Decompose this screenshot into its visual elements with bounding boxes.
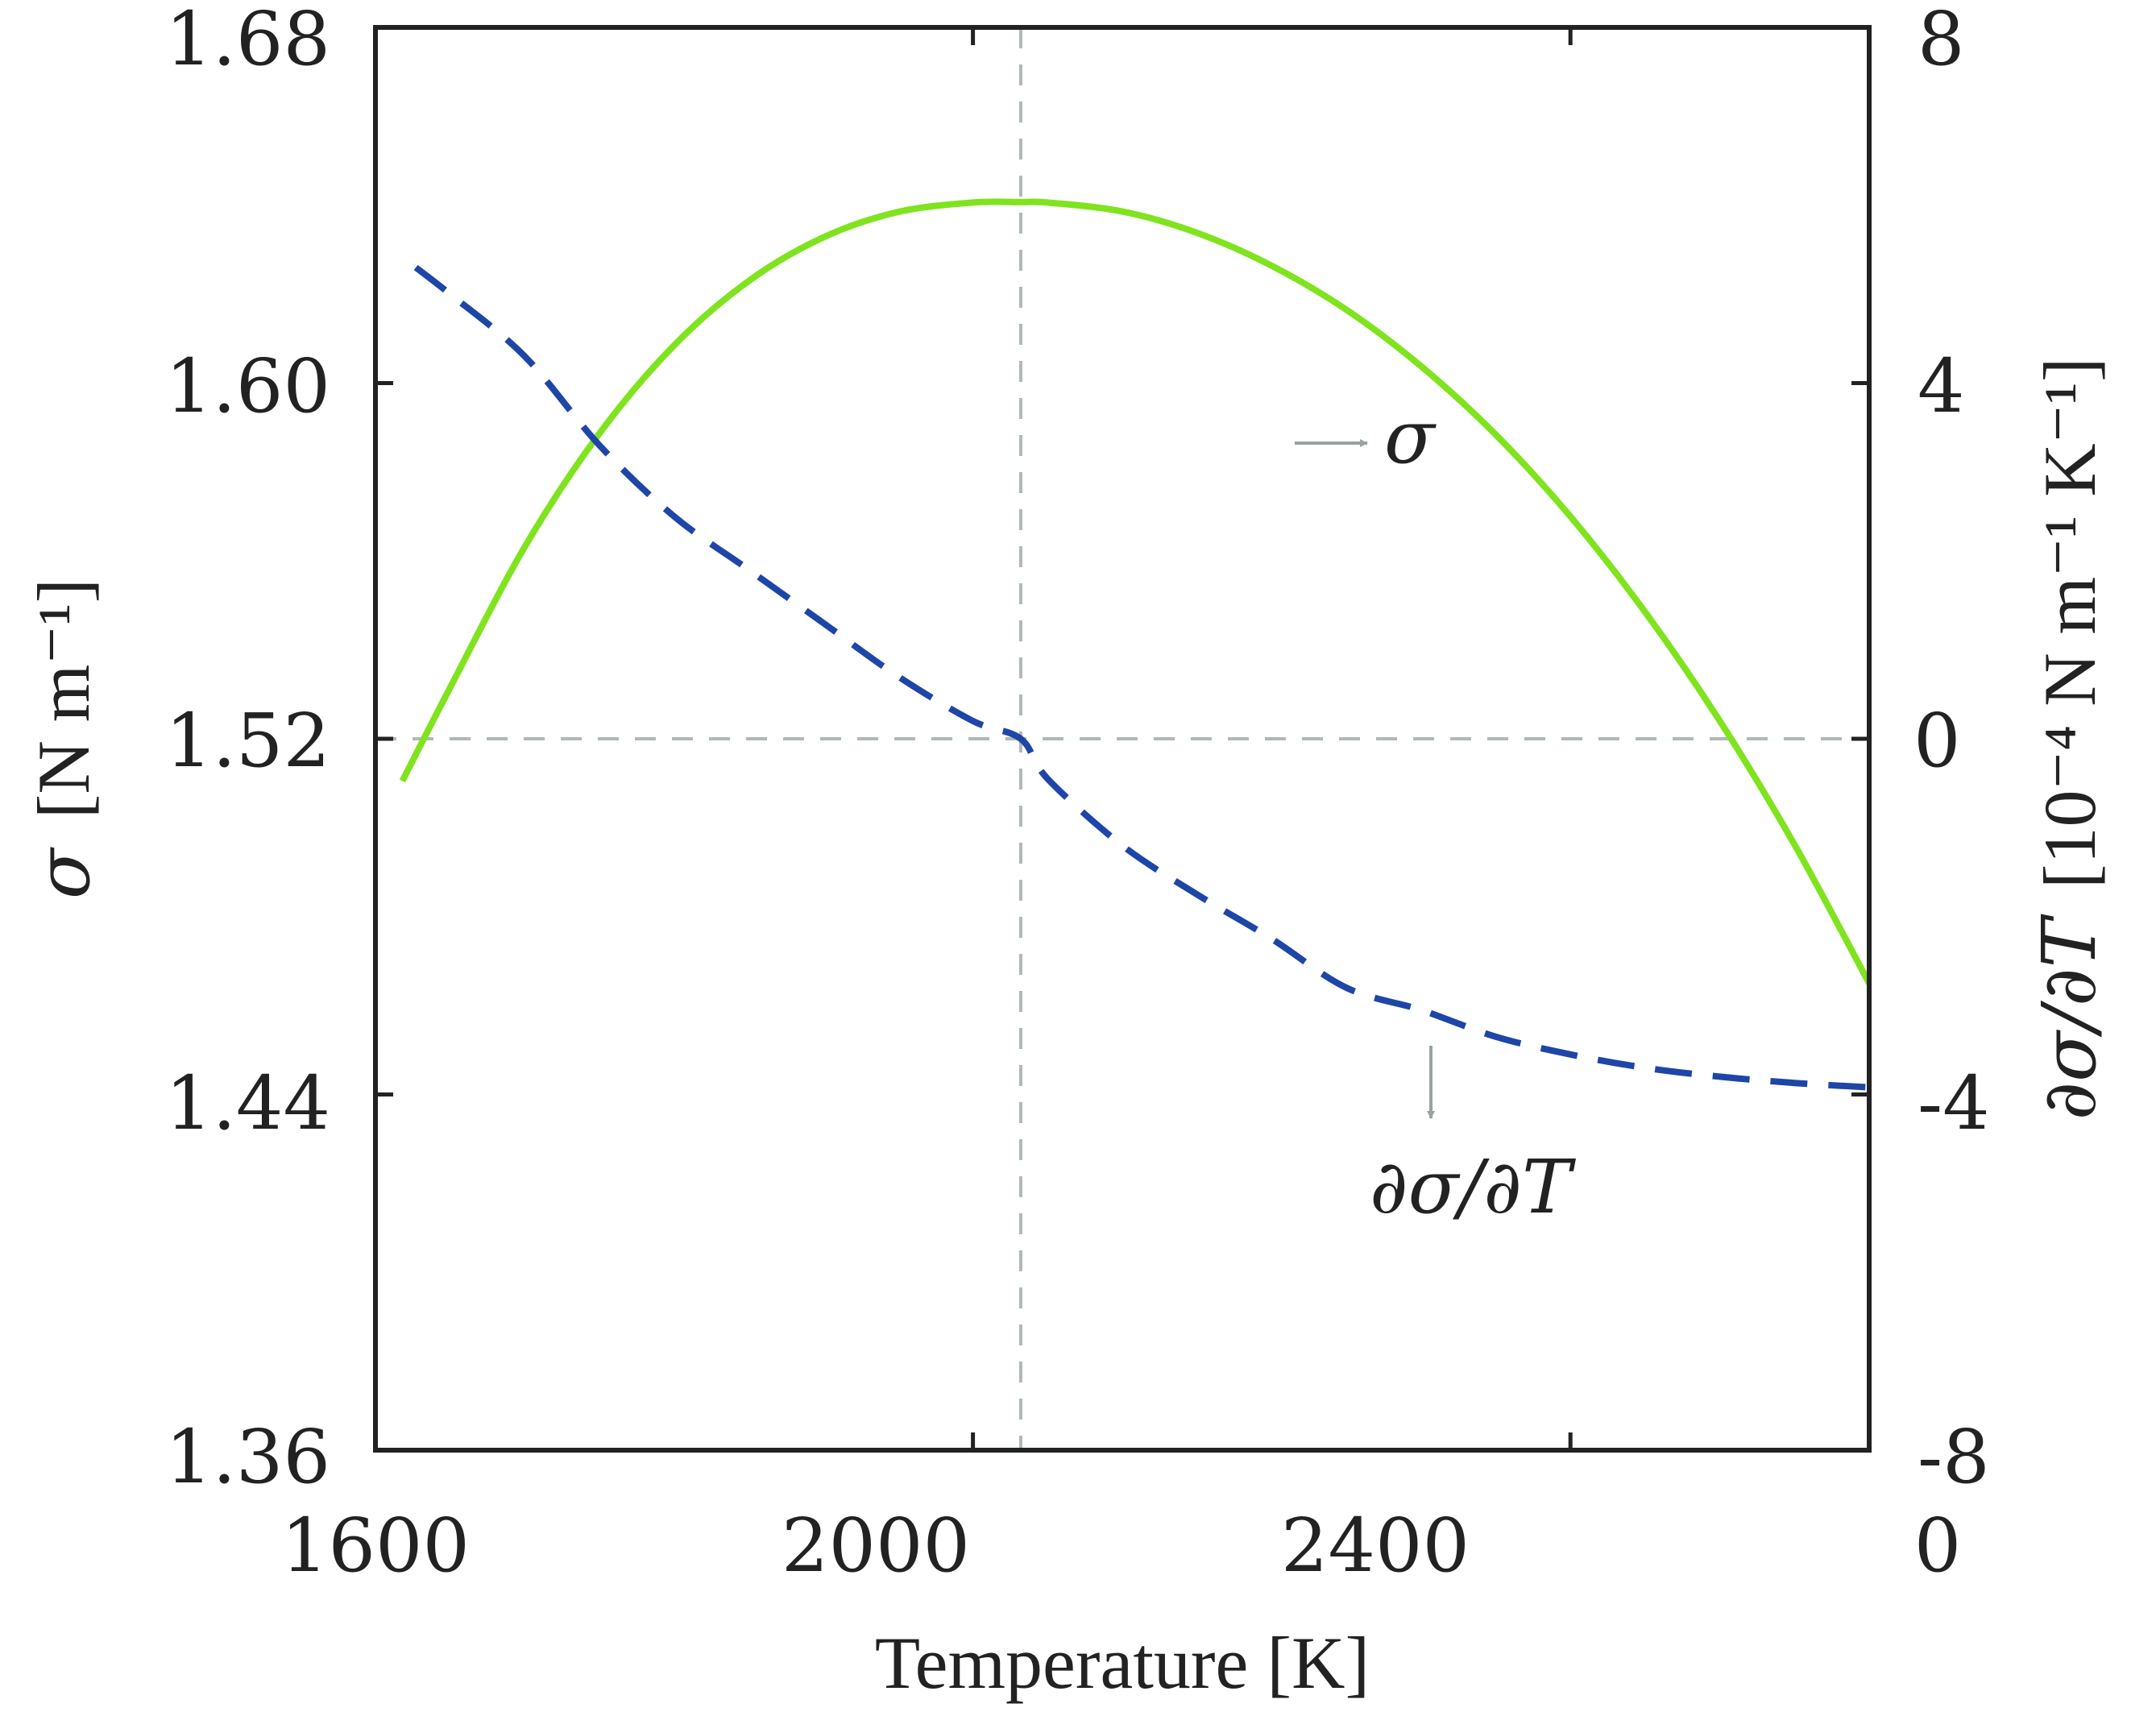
- x-axis-title: Temperature [K]: [875, 1622, 1370, 1704]
- annotation-dsigma-dT-label: ∂σ/∂T: [1370, 1144, 1576, 1230]
- reference-lines: [375, 27, 1869, 1450]
- axis-ticks: [373, 25, 1869, 1453]
- left-y-axis-units: [N m⁻¹]: [23, 578, 105, 819]
- annotation-dsigma-dT: ∂σ/∂T: [1370, 1046, 1576, 1230]
- right-y-axis-title: ∂σ/∂T [10⁻⁴ N m⁻¹ K⁻¹]: [2026, 358, 2112, 1121]
- right-y-tick-labels: -8 -4 0 4 8: [1913, 0, 1990, 1500]
- left-y-tick-label-1.52: 1.52: [165, 698, 330, 784]
- x-tick-label-2000: 2000: [782, 1503, 970, 1589]
- right-y-tick-label-8: 8: [1918, 0, 1965, 82]
- series-line-sigma: [399, 198, 1869, 985]
- left-y-tick-label-1.36: 1.36: [165, 1414, 330, 1500]
- series-line-dsigma-dT: [413, 264, 1869, 1091]
- annotation-sigma: σ: [1295, 394, 1437, 480]
- svg-text:∂σ/∂T [10⁻⁴ N m⁻¹ K⁻¹]: ∂σ/∂T [10⁻⁴ N m⁻¹ K⁻¹]: [2026, 358, 2112, 1121]
- x-tick-labels: 1600 2000 2400 0: [281, 1503, 1961, 1589]
- svg-text:σ [N m⁻¹]: σ [N m⁻¹]: [20, 578, 106, 899]
- right-y-tick-label-neg4: -4: [1918, 1060, 1990, 1146]
- x-tick-label-1600: 1600: [281, 1503, 470, 1589]
- right-y-axis-symbol: ∂σ/∂T: [2026, 914, 2112, 1121]
- left-y-tick-labels: 1.36 1.44 1.52 1.60 1.68: [165, 0, 330, 1500]
- left-y-tick-label-1.68: 1.68: [165, 0, 330, 82]
- left-y-tick-label-1.44: 1.44: [165, 1060, 330, 1146]
- right-y-tick-label-neg8: -8: [1918, 1414, 1990, 1500]
- annotation-sigma-label: σ: [1384, 394, 1437, 480]
- right-y-tick-label-0: 0: [1913, 698, 1961, 784]
- left-y-axis-symbol: σ: [20, 847, 106, 899]
- right-y-tick-label-4: 4: [1918, 343, 1965, 429]
- right-y-axis-units: [10⁻⁴ N m⁻¹ K⁻¹]: [2029, 358, 2111, 889]
- x-tick-label-end: 0: [1914, 1503, 1962, 1589]
- left-y-axis-title: σ [N m⁻¹]: [20, 578, 106, 899]
- x-tick-label-2400: 2400: [1281, 1503, 1470, 1589]
- left-y-tick-label-1.60: 1.60: [165, 343, 330, 429]
